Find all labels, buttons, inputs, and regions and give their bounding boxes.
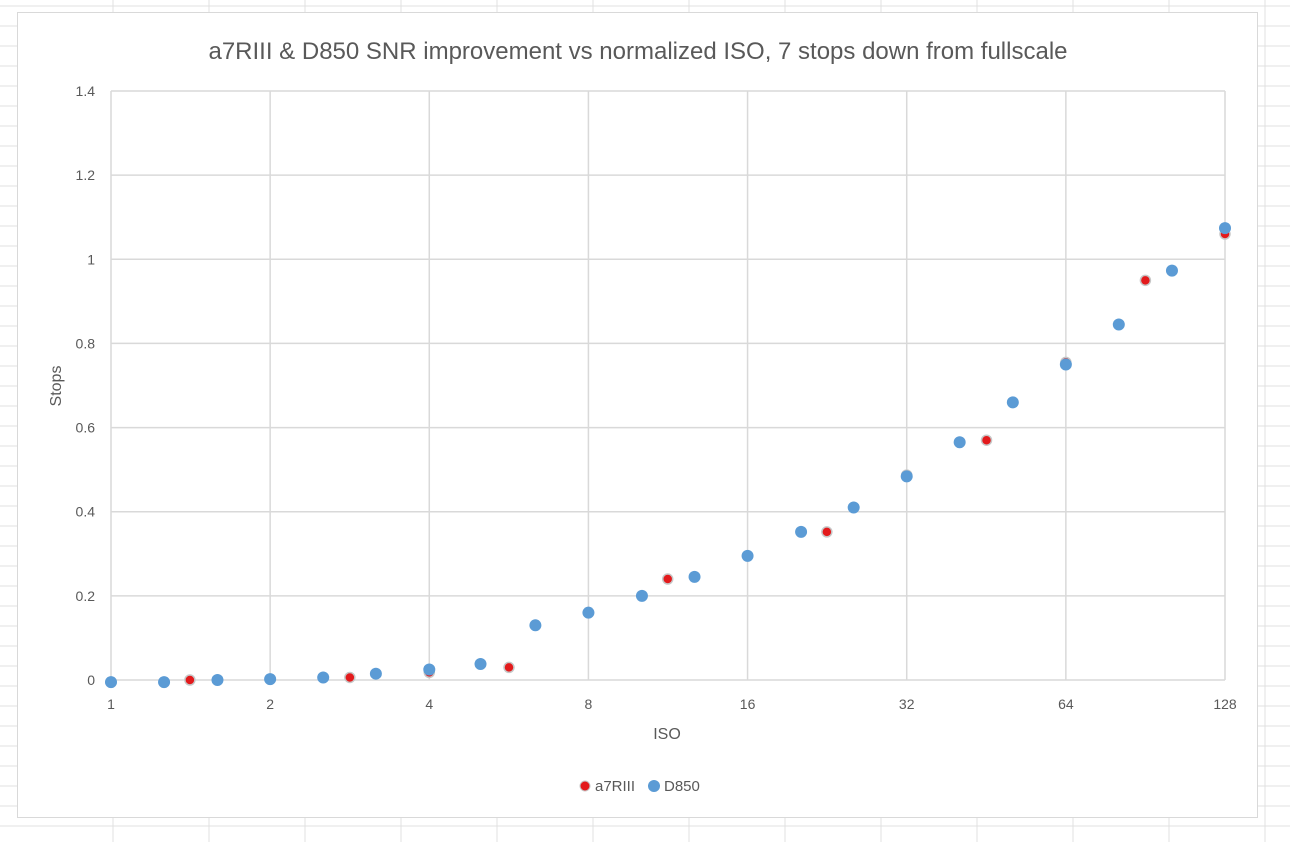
legend[interactable]: a7RIII D850 <box>579 778 700 795</box>
x-tick-label: 8 <box>585 696 593 712</box>
data-point-d850 <box>741 549 754 562</box>
data-point-a7riii <box>503 661 515 674</box>
x-tick-label: 1 <box>107 696 115 712</box>
x-axis-tick-labels: 1 2 4 8 16 32 64 128 <box>107 696 1237 712</box>
data-point-d850 <box>158 676 171 689</box>
legend-label-d850: D850 <box>664 778 700 795</box>
x-tick-label: 4 <box>425 696 433 712</box>
x-tick-label: 64 <box>1058 696 1074 712</box>
data-point-d850 <box>423 663 436 676</box>
data-point-d850 <box>1219 222 1231 235</box>
data-point-a7riii <box>661 573 674 585</box>
y-axis-tick-labels: 0 0.2 0.4 0.6 0.8 1 1.2 1.4 <box>76 83 96 688</box>
data-point-a7riii <box>344 671 356 684</box>
data-point-d850 <box>1165 264 1178 277</box>
y-tick-label: 1.2 <box>76 167 96 183</box>
y-axis-title: Stops <box>48 366 65 407</box>
data-point-d850 <box>1006 396 1019 409</box>
chart-area[interactable] <box>17 12 1258 818</box>
y-tick-label: 1 <box>87 251 95 267</box>
plot-gridlines <box>110 90 1226 681</box>
data-points <box>105 222 1231 689</box>
data-point-d850 <box>688 570 701 583</box>
data-point-a7riii <box>980 434 993 446</box>
data-point-d850 <box>1059 358 1072 371</box>
y-tick-label: 0.2 <box>76 588 96 604</box>
data-point-d850 <box>900 470 913 483</box>
legend-marker-a7riii <box>579 780 591 792</box>
x-tick-label: 2 <box>266 696 274 712</box>
data-point-a7riii <box>1139 274 1152 287</box>
y-tick-label: 1.4 <box>76 83 96 99</box>
data-point-d850 <box>105 676 117 689</box>
x-tick-label: 16 <box>740 696 756 712</box>
legend-label-a7riii: a7RIII <box>595 778 635 795</box>
data-point-d850 <box>635 589 648 602</box>
x-tick-label: 32 <box>899 696 915 712</box>
legend-marker-d850 <box>648 780 660 792</box>
data-point-d850 <box>529 619 542 632</box>
data-point-d850 <box>264 673 277 686</box>
data-point-d850 <box>795 525 808 538</box>
data-point-d850 <box>953 436 966 449</box>
data-point-d850 <box>582 606 595 619</box>
data-point-d850 <box>317 671 330 684</box>
data-point-d850 <box>369 667 382 680</box>
data-point-d850 <box>1112 318 1125 331</box>
data-point-a7riii <box>184 674 196 686</box>
data-point-d850 <box>211 674 224 686</box>
data-point-d850 <box>474 658 487 671</box>
y-tick-label: 0.8 <box>76 335 96 351</box>
x-axis-title: ISO <box>653 726 681 743</box>
chart-title: a7RIII & D850 SNR improvement vs normali… <box>208 38 1067 65</box>
y-tick-label: 0.4 <box>76 504 96 520</box>
data-point-a7riii <box>821 526 833 538</box>
data-point-d850 <box>847 501 860 514</box>
y-tick-label: 0.6 <box>76 420 96 436</box>
y-tick-label: 0 <box>87 672 95 688</box>
x-tick-label: 128 <box>1213 696 1237 712</box>
